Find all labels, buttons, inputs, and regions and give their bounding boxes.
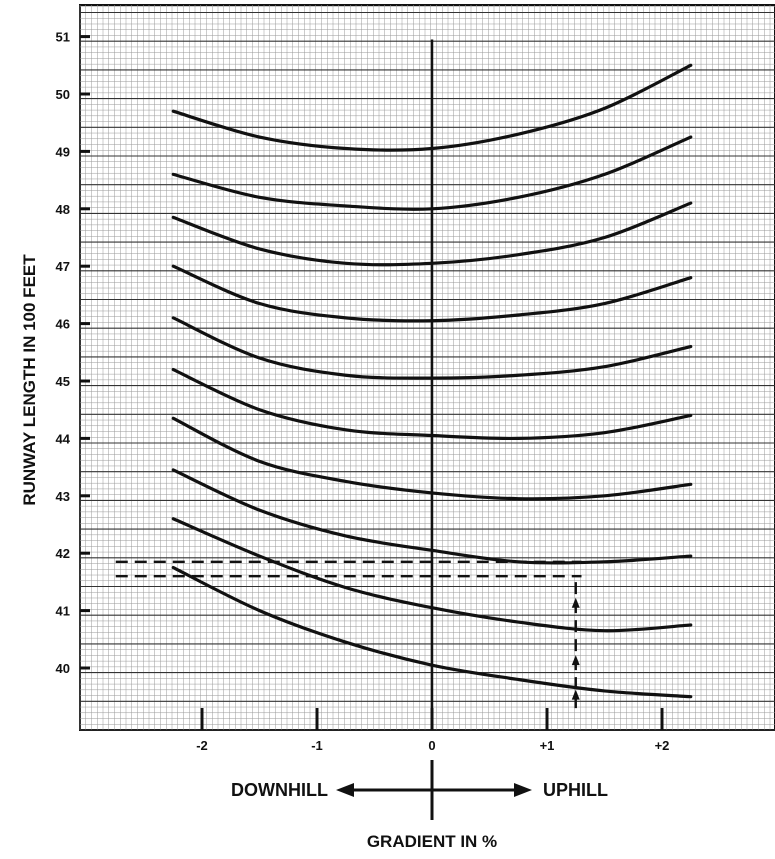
x-tick-label: +1 — [540, 738, 555, 753]
series-line-1 — [171, 565, 693, 699]
guide-arrow-icon — [571, 655, 580, 666]
series-line-2 — [171, 517, 693, 633]
series-line-7 — [171, 264, 693, 323]
y-tick-label: 41 — [56, 604, 70, 619]
y-tick-label: 42 — [56, 546, 70, 561]
uphill-label: UPHILL — [543, 780, 608, 800]
series-line-4 — [171, 416, 693, 501]
arrow-right-icon — [514, 783, 532, 797]
y-tick-label: 47 — [56, 259, 70, 274]
y-tick-label: 46 — [56, 317, 70, 332]
x-tick-label: +2 — [655, 738, 670, 753]
y-axis-ticks: 40 41 42 43 44 45 46 47 48 49 50 51 — [56, 30, 90, 676]
x-tick-label: -2 — [196, 738, 208, 753]
x-tick-label: 0 — [428, 738, 435, 753]
arrow-left-icon — [336, 783, 354, 797]
guide-arrow-icon — [571, 597, 580, 608]
series-curves — [171, 63, 693, 699]
x-tick-label: -1 — [311, 738, 323, 753]
direction-arrow — [336, 760, 532, 820]
guide-arrow-icon — [571, 689, 580, 700]
y-tick-label: 45 — [56, 374, 70, 389]
x-axis-label: GRADIENT IN % — [367, 832, 497, 851]
y-tick-label: 49 — [56, 144, 70, 159]
series-line-8 — [171, 201, 693, 267]
grid — [79, 4, 775, 731]
series-line-10 — [171, 63, 693, 152]
y-tick-label: 44 — [56, 431, 71, 446]
y-tick-label: 40 — [56, 661, 70, 676]
plot-frame — [79, 4, 775, 731]
x-axis-ticks: -2 -1 0 +1 +2 — [196, 708, 669, 753]
series-line-5 — [171, 367, 693, 441]
series-line-6 — [171, 316, 693, 380]
series-line-9 — [171, 135, 693, 211]
y-tick-label: 50 — [56, 87, 70, 102]
downhill-label: DOWNHILL — [231, 780, 328, 800]
y-axis-label: RUNWAY LENGTH IN 100 FEET — [20, 254, 39, 506]
y-tick-label: 48 — [56, 202, 70, 217]
y-tick-label: 51 — [56, 30, 70, 45]
y-tick-label: 43 — [56, 489, 70, 504]
series-line-3 — [171, 468, 693, 565]
